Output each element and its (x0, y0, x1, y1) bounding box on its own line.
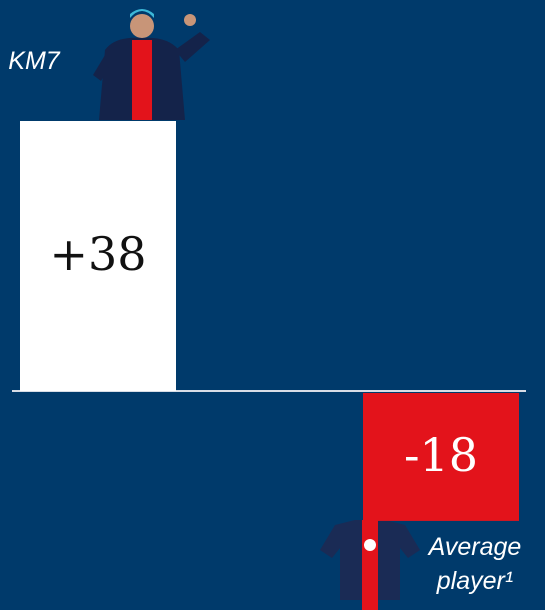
shirt-image (320, 520, 420, 610)
category-label: KM7 (8, 47, 60, 75)
value-label: +38 (49, 227, 146, 281)
category-label: Average player¹ (428, 533, 522, 595)
player-image (93, 9, 210, 120)
value-label: -18 (404, 428, 478, 482)
bar (20, 121, 176, 391)
bar (363, 393, 519, 521)
